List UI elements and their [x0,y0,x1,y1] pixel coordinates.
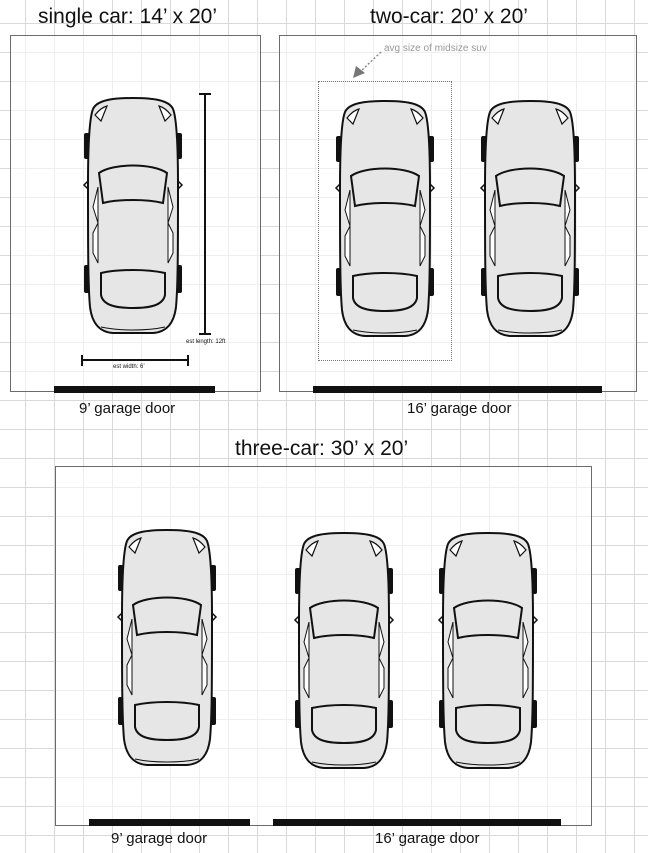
two-car-title: two-car: 20’ x 20’ [370,5,528,28]
suv-note-arrow [353,51,382,78]
two-car-door-label: 16’ garage door [407,400,512,417]
two-car-garage [279,35,637,392]
length-dimension-line [199,93,211,335]
length-label: est length: 12ft [186,339,226,345]
single-garage-door [54,386,215,393]
car-two-right [479,99,581,337]
midsize-suv-outline [318,81,452,361]
car-three-left [116,528,218,766]
two-car-garage-door [313,386,602,393]
single-car-title: single car: 14’ x 20’ [38,5,217,28]
car-single [82,96,184,334]
single-door-label: 9’ garage door [79,400,176,417]
three-car-title: three-car: 30’ x 20’ [235,437,409,460]
three-car-small-door [89,819,250,826]
three-car-large-door-label: 16’ garage door [375,830,480,847]
car-three-right [437,531,539,769]
suv-note: avg size of midsize suv [384,43,487,54]
width-label: est width: 6’ [113,364,145,370]
car-two-left [334,99,436,337]
three-car-small-door-label: 9’ garage door [111,830,208,847]
car-three-middle [293,531,395,769]
three-car-large-door [273,819,561,826]
width-dimension-line [81,355,189,366]
